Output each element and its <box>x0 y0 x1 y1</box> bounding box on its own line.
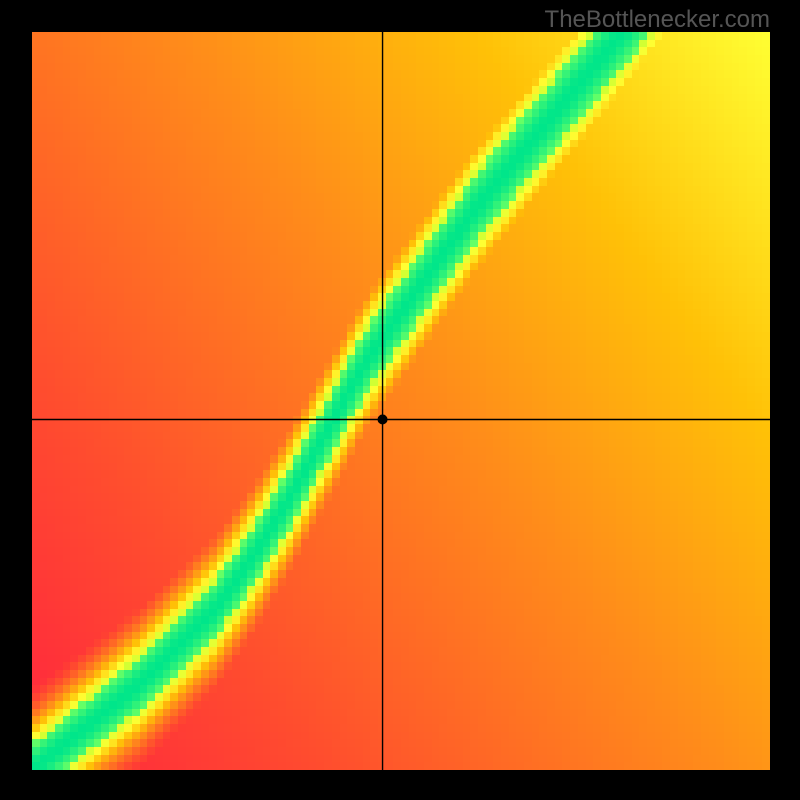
bottleneck-heatmap <box>32 32 770 770</box>
watermark-text: TheBottlenecker.com <box>545 6 770 34</box>
